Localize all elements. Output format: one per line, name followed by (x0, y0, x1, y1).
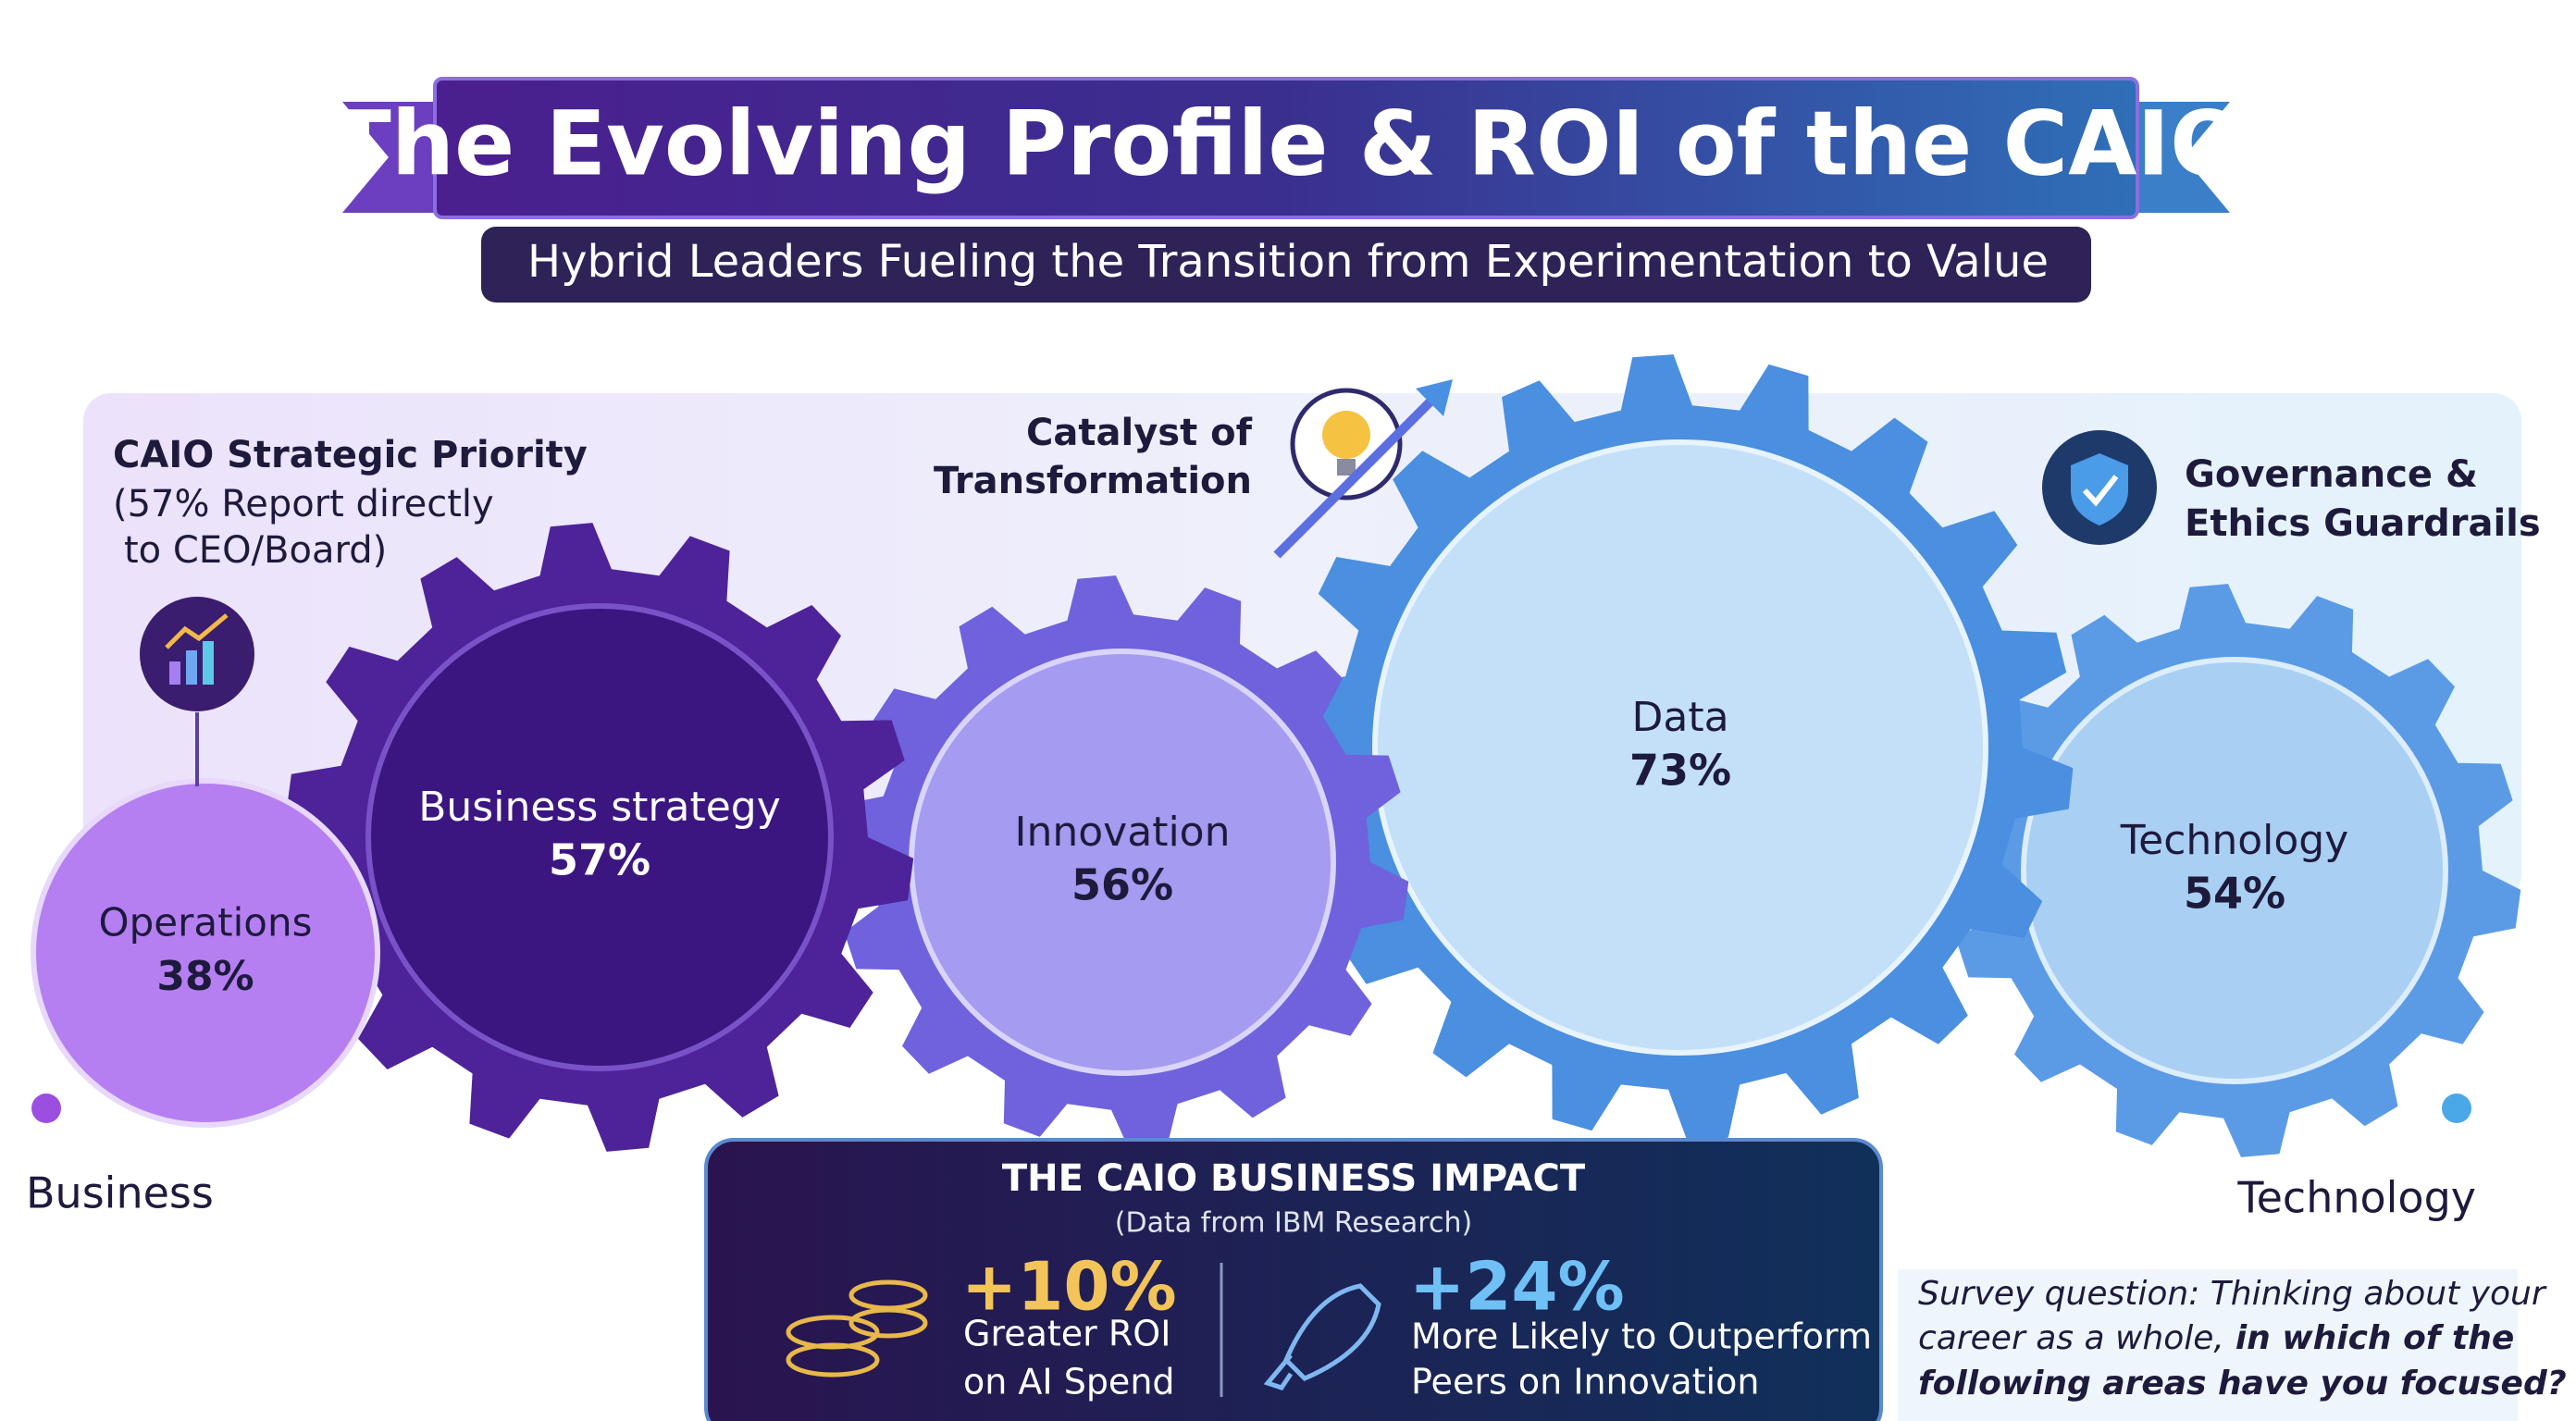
survey-text: in which of the (2235, 1319, 2514, 1357)
banner-ribbon-right (2128, 102, 2230, 213)
survey-line: Survey question: Thinking about your (1918, 1275, 2547, 1313)
title-banner (433, 77, 2139, 219)
icon-part (1337, 459, 1356, 476)
axis-left-label: Business (26, 1168, 214, 1218)
icon-coins (786, 1279, 928, 1378)
icon-part (203, 641, 214, 685)
icon-rocket (1263, 1283, 1381, 1390)
banner-ribbon-left (342, 102, 444, 213)
stat-line: Peers on Innovation (1411, 1362, 1759, 1402)
impact-title: THE CAIO BUSINESS IMPACT (1002, 1157, 1586, 1200)
subtitle: Hybrid Leaders Fueling the Transition fr… (527, 236, 2049, 288)
gear-value: 54% (2184, 869, 2285, 919)
callout-line: (57% Report directly (113, 483, 494, 525)
callout-line: Catalyst of (1026, 412, 1253, 454)
callout-line: Governance & (2185, 453, 2478, 496)
gear-face (1372, 439, 1988, 1056)
survey-line: career as a whole, in which of the (1918, 1319, 2514, 1357)
gear-value: 56% (1071, 860, 1173, 910)
gear-face (31, 778, 380, 1128)
arrow-head (1416, 379, 1453, 416)
gear-label: Business strategy (418, 784, 781, 831)
callout-line: to CEO/Board) (124, 529, 387, 572)
survey-text: career as a whole, (1918, 1319, 2224, 1357)
icon-part (186, 650, 197, 685)
icon-part (2071, 453, 2128, 525)
gear-label: Innovation (1015, 809, 1231, 856)
callout-line: Ethics Guardrails (2185, 502, 2541, 545)
callout-title: CAIO Strategic Priority (113, 434, 588, 476)
gear-face (2021, 657, 2448, 1084)
gear-face (365, 603, 834, 1071)
stat-value: +24% (1409, 1248, 1625, 1326)
subtitle-bar (481, 227, 2091, 303)
axis-end (31, 1094, 61, 1123)
icon-part (169, 661, 180, 685)
survey-line: following areas have you focused? (1918, 1365, 2567, 1402)
title: The Evolving Profile & ROI of the CAIO (330, 92, 2245, 195)
gear-value: 73% (1629, 746, 1731, 796)
stat-value: +10% (961, 1248, 1177, 1326)
impact-box (704, 1138, 1883, 1421)
gear-value: 38% (156, 953, 254, 1000)
icon-part (2082, 475, 2119, 507)
icon-part (1322, 411, 1370, 459)
gear-label: Operations (99, 900, 313, 945)
stat-line: on AI Spend (963, 1362, 1175, 1402)
stat-line: More Likely to Outperform (1411, 1316, 1872, 1357)
axis-end (2442, 1094, 2471, 1123)
gear-label: Data (1631, 694, 1728, 741)
impact-source: (Data from IBM Research) (1115, 1207, 1472, 1240)
callout-line: Transformation (934, 460, 1252, 502)
axis-right-label: Technology (2236, 1173, 2476, 1223)
stat-line: Greater ROI (963, 1314, 1170, 1354)
survey-box (1898, 1269, 2518, 1421)
arrow (1273, 385, 1447, 559)
icon-part (165, 613, 229, 649)
gear-label: Technology (2120, 817, 2348, 864)
gear-value: 57% (549, 835, 650, 885)
